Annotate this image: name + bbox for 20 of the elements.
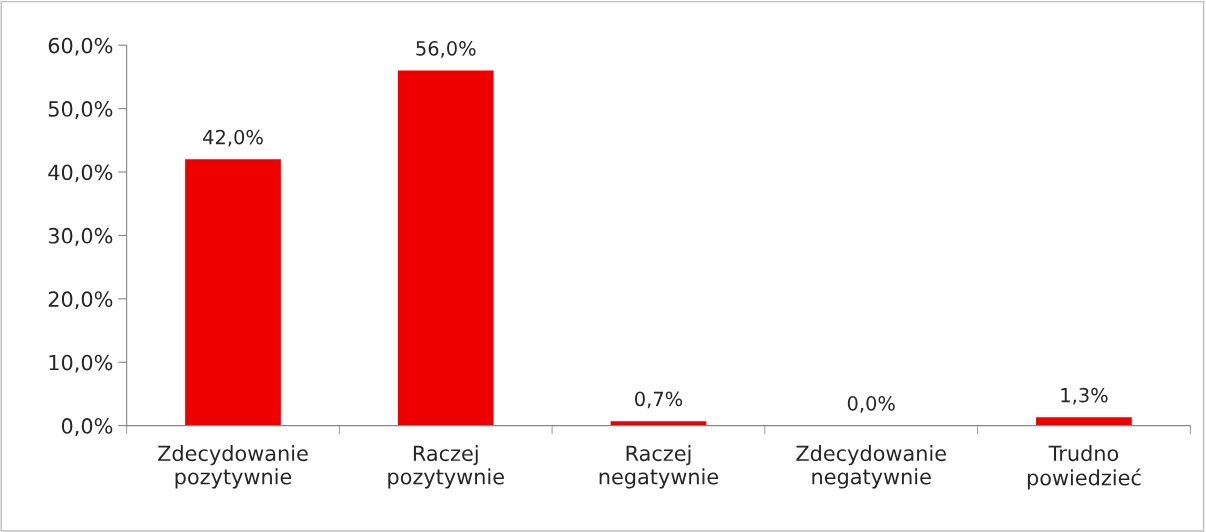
bar	[1036, 417, 1132, 426]
x-tick-label: Zdecydowanie negatywnie	[796, 445, 946, 489]
data-label: 0,0%	[847, 396, 895, 413]
y-tick-label: 50,0%	[48, 101, 113, 119]
y-tick-label: 0,0%	[61, 418, 113, 436]
y-tick-label: 10,0%	[49, 354, 113, 373]
y-tick-label: 60,0%	[48, 37, 113, 56]
data-label: 56,0%	[416, 40, 476, 58]
bar	[397, 70, 494, 426]
data-label: 1,3%	[1061, 387, 1108, 405]
x-tick-label: Raczej negatywnie	[599, 445, 719, 489]
x-tick-label: Trudno powiedzieć	[1027, 445, 1141, 490]
y-tick-label: 20,0%	[48, 291, 113, 310]
y-tick-label: 30,0%	[48, 227, 113, 246]
data-label: 42,0%	[203, 129, 263, 147]
x-tick-label: Raczej pozytywnie	[388, 445, 504, 489]
bar	[185, 159, 281, 426]
x-tick-label: Zdecydowanie pozytywnie	[158, 445, 308, 489]
y-tick-label: 40,0%	[48, 164, 113, 183]
data-label: 0,7%	[635, 391, 683, 409]
